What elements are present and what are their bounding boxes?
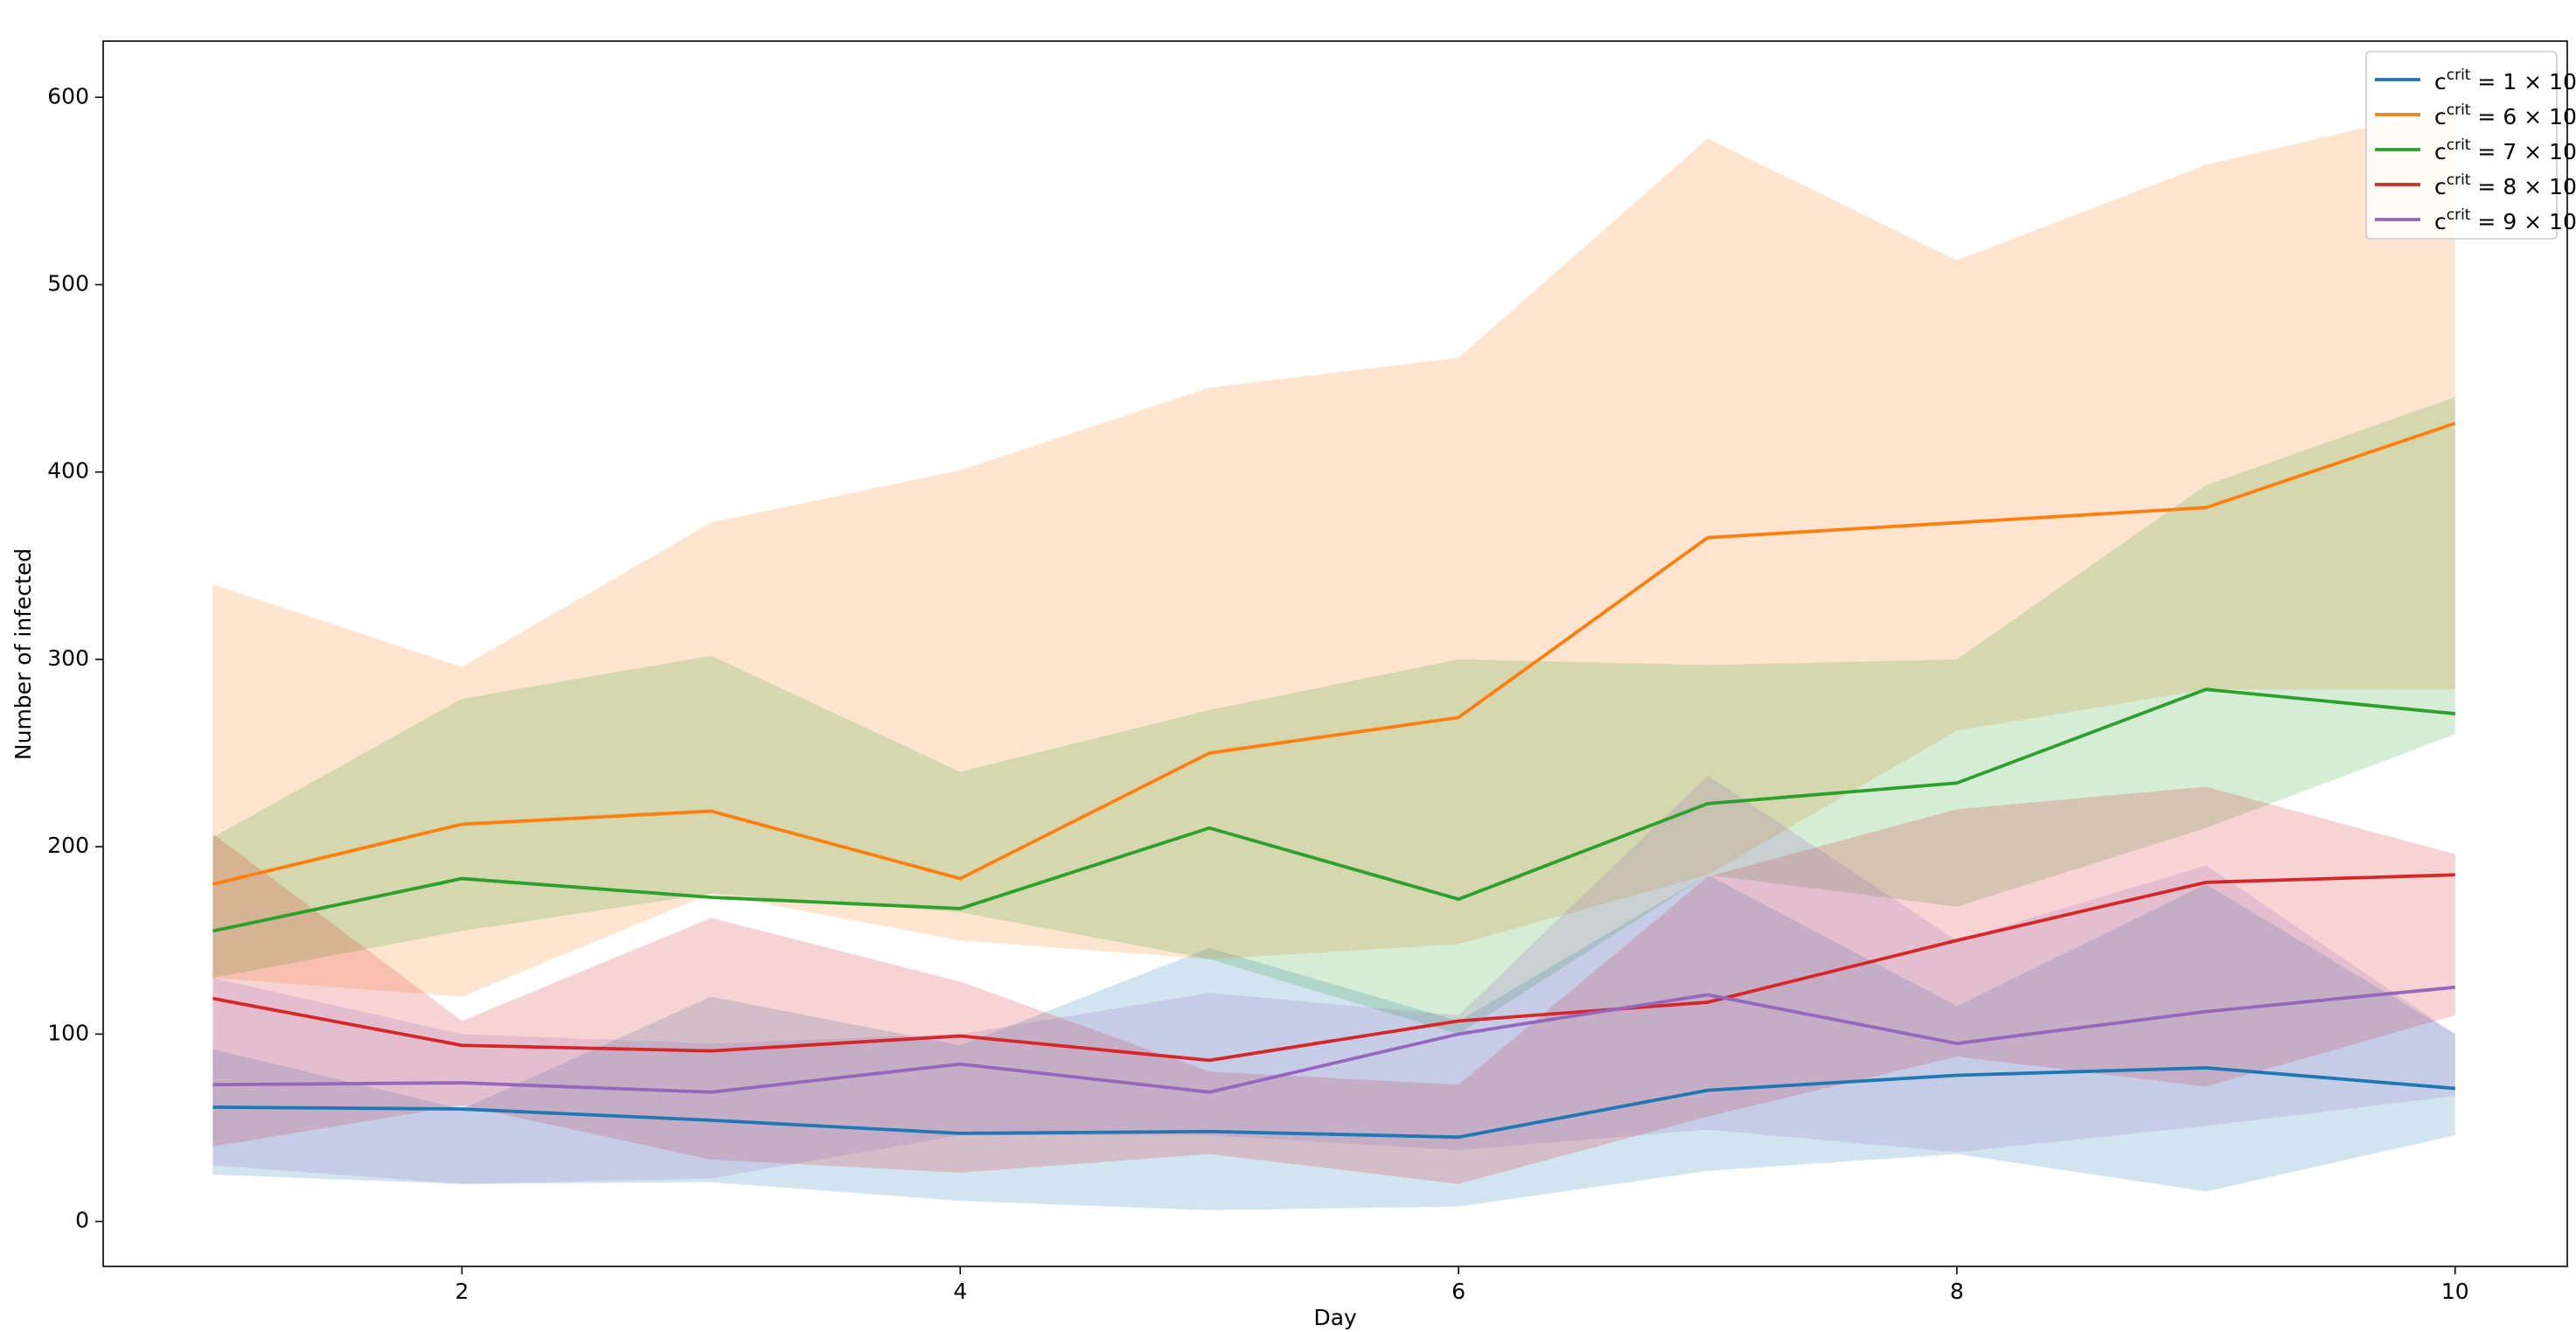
x-tick-label: 4: [953, 1279, 967, 1304]
y-tick-label: 0: [75, 1208, 89, 1233]
y-tick-label: 300: [47, 645, 89, 671]
legend-label: ccrit = 6 × 1012: [2434, 101, 2576, 129]
band: [212, 775, 2455, 1184]
band: [212, 875, 2455, 1210]
y-tick-label: 600: [47, 83, 89, 108]
x-tick-label: 10: [2441, 1279, 2469, 1304]
x-axis-label: Day: [1313, 1305, 1357, 1330]
x-tick-label: 6: [1452, 1279, 1466, 1304]
y-tick-label: 200: [47, 833, 89, 858]
plot-frame: [102, 40, 2568, 1267]
x-tick-label: 2: [455, 1279, 469, 1304]
y-tick-label: 100: [47, 1020, 89, 1045]
band: [212, 106, 2455, 997]
legend-label: ccrit = 9 × 1012: [2434, 206, 2576, 234]
legend-label: ccrit = 1 × 1013: [2434, 66, 2576, 94]
y-tick-label: 400: [47, 458, 89, 484]
line: [212, 687, 2455, 933]
line: [212, 422, 2456, 886]
line: [212, 1066, 2455, 1140]
band: [212, 397, 2455, 1035]
y-tick-label: 500: [47, 270, 89, 296]
line: [212, 873, 2455, 1063]
line: [212, 985, 2455, 1094]
legend-frame: [2365, 51, 2558, 240]
x-tick-label: 8: [1950, 1279, 1964, 1304]
legend-label: ccrit = 8 × 1012: [2434, 171, 2576, 199]
legend-label: ccrit = 7 × 1012: [2434, 136, 2576, 164]
y-axis-label: Number of infected: [10, 548, 36, 760]
